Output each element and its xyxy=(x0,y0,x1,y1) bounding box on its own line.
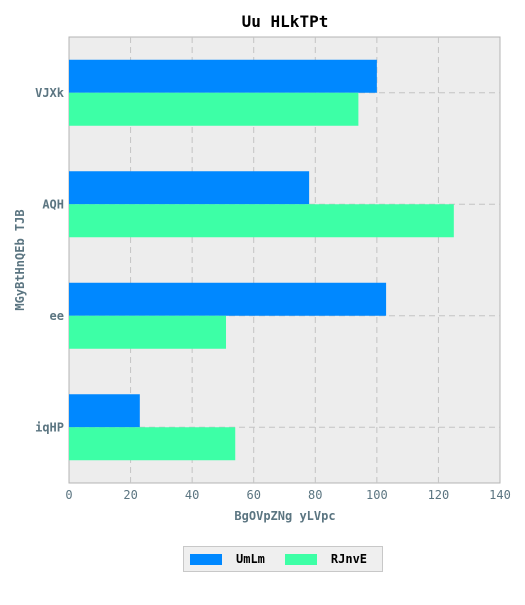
legend-swatch-series-1 xyxy=(190,553,222,565)
legend-label-series-2: RJnvE xyxy=(330,552,368,566)
bar-series-1 xyxy=(69,282,387,316)
x-tick-label: 140 xyxy=(489,488,511,502)
bar-series-1 xyxy=(69,59,377,93)
bar-series-1 xyxy=(69,394,140,428)
x-tick-label: 80 xyxy=(308,488,322,502)
legend-item-series-1: UmLm xyxy=(190,552,265,566)
legend-swatch-series-2 xyxy=(284,553,317,565)
y-axis-label: MGyBtHnQEb TJB xyxy=(13,209,27,310)
legend-item-series-2: RJnvE xyxy=(284,552,368,566)
x-tick-label: 120 xyxy=(428,488,450,502)
x-axis-label: BgOVpZNg yLVpc xyxy=(234,509,335,523)
bar-series-2 xyxy=(69,315,227,349)
bar-series-2 xyxy=(69,427,236,461)
bar-series-1 xyxy=(69,171,310,205)
ticks: 0 20 40 60 80 100 120 140 VJXk AQH ee iqHP xyxy=(35,86,511,502)
bars xyxy=(69,59,454,461)
y-tick-label: VJXk xyxy=(35,86,65,100)
bar-series-2 xyxy=(69,92,359,126)
chart-title: Uu HLkTPt xyxy=(242,12,329,31)
y-tick-label: iqHP xyxy=(35,420,64,434)
x-tick-label: 40 xyxy=(185,488,199,502)
y-tick-label: ee xyxy=(50,309,64,323)
x-tick-label: 100 xyxy=(366,488,388,502)
x-tick-label: 60 xyxy=(246,488,260,502)
y-tick-label: AQH xyxy=(42,197,64,211)
x-tick-label: 0 xyxy=(65,488,72,502)
legend: UmLm RJnvE xyxy=(183,546,383,572)
x-tick-label: 20 xyxy=(123,488,137,502)
legend-label-series-1: UmLm xyxy=(236,552,265,566)
bar-series-2 xyxy=(69,204,454,238)
